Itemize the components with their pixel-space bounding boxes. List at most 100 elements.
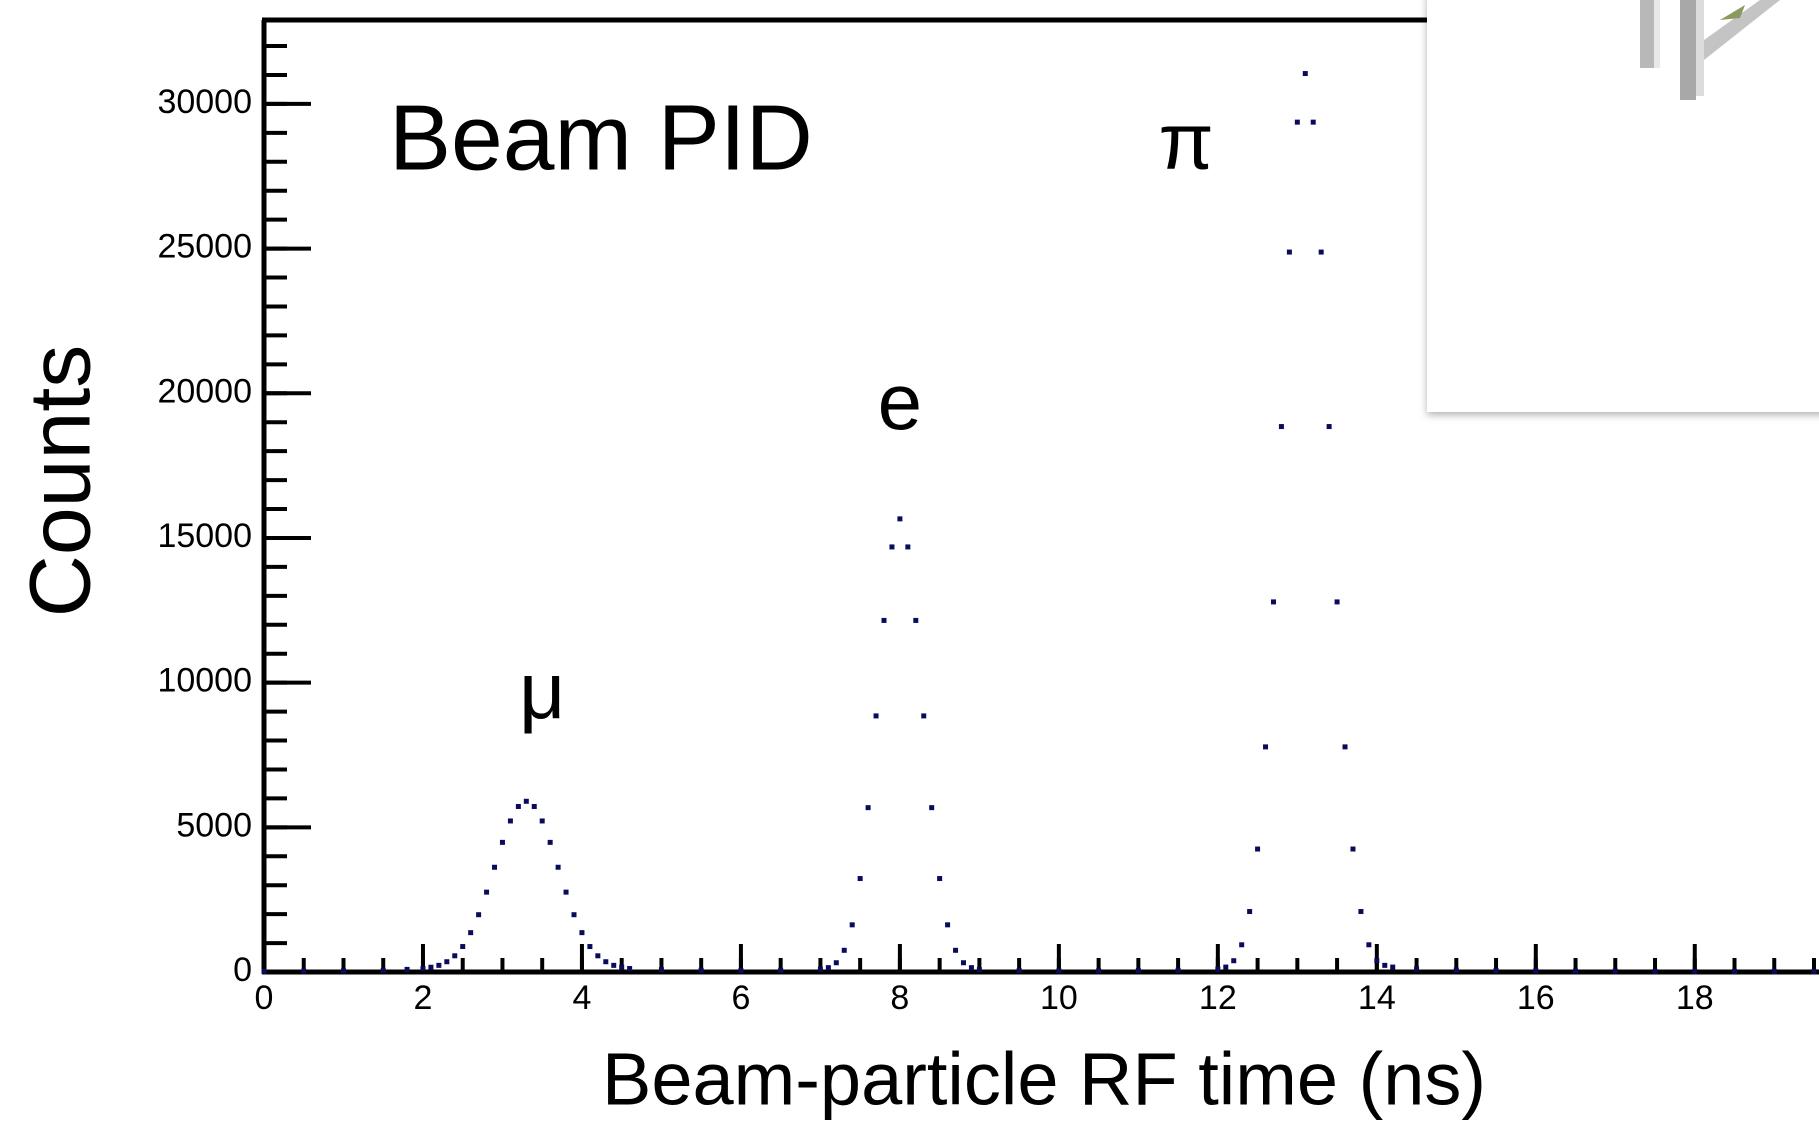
data-point	[523, 798, 529, 804]
data-point	[452, 953, 458, 959]
data-point	[1493, 968, 1499, 974]
inset-icon	[1640, 0, 1780, 100]
inset-panel	[1427, 0, 1819, 412]
data-point	[603, 959, 609, 965]
data-point	[873, 713, 879, 719]
data-point	[1533, 968, 1539, 974]
data-point	[468, 930, 474, 936]
data-point	[595, 953, 601, 959]
data-point	[1255, 846, 1261, 852]
data-point	[1302, 71, 1308, 77]
data-point	[658, 967, 664, 973]
x-tick-label: 12	[1199, 979, 1237, 1017]
data-point	[1270, 599, 1276, 605]
data-point	[1056, 968, 1062, 974]
data-point	[913, 617, 919, 623]
data-point	[1350, 846, 1356, 852]
data-point	[865, 805, 871, 811]
data-point	[1239, 942, 1245, 948]
data-point	[1223, 964, 1229, 970]
data-point	[611, 962, 617, 968]
data-point	[929, 805, 935, 811]
data-point	[404, 966, 410, 972]
data-point	[484, 889, 490, 895]
data-point	[905, 544, 911, 550]
data-point	[976, 967, 982, 973]
chart-title: Beam PID	[389, 86, 813, 190]
data-point	[1294, 119, 1300, 125]
peak-label: π	[1158, 96, 1213, 185]
data-point	[1652, 968, 1658, 974]
y-tick-label: 15000	[157, 517, 252, 555]
data-point	[1326, 424, 1332, 430]
data-point	[1692, 968, 1698, 974]
y-axis-label: Counts	[13, 345, 109, 618]
data-point	[1732, 968, 1738, 974]
data-point	[1382, 962, 1388, 968]
data-point	[849, 922, 855, 928]
data-point	[380, 967, 386, 973]
y-tick-label: 5000	[176, 806, 252, 844]
data-point	[841, 947, 847, 953]
data-point	[619, 964, 625, 970]
data-point	[960, 960, 966, 966]
data-point	[1215, 966, 1221, 972]
plot-area: 0 5000 10000 15000 20000 25000 30000 0 2 4 6 8 10 12 1…	[157, 17, 1819, 1017]
data-point	[492, 864, 498, 870]
data-point	[953, 947, 959, 953]
data-point	[817, 966, 823, 972]
data-point	[857, 876, 863, 882]
x-tick-label: 10	[1040, 979, 1078, 1017]
data-point	[531, 803, 537, 809]
data-point	[968, 965, 974, 971]
y-tick-label: 30000	[157, 83, 252, 121]
data-point	[1771, 968, 1777, 974]
data-point	[579, 930, 585, 936]
data-point	[698, 967, 704, 973]
data-point	[881, 617, 887, 623]
data-point	[539, 818, 545, 824]
data-point	[1358, 909, 1364, 915]
data-point	[1414, 966, 1420, 972]
x-tick-label: 14	[1358, 979, 1396, 1017]
data-point	[1016, 968, 1022, 974]
data-point	[921, 713, 927, 719]
data-point	[444, 959, 450, 965]
data-point	[738, 968, 744, 974]
data-point	[833, 960, 839, 966]
data-point	[1366, 942, 1372, 948]
data-point	[1811, 968, 1817, 974]
peak-label: e	[878, 357, 923, 446]
data-point	[1175, 967, 1181, 973]
data-point	[1247, 909, 1253, 915]
data-point	[420, 966, 426, 972]
x-tick-label: 18	[1676, 979, 1714, 1017]
data-point	[778, 967, 784, 973]
data-point	[301, 968, 307, 974]
x-tick-label: 6	[731, 979, 750, 1017]
data-point	[1374, 958, 1380, 964]
data-point	[436, 962, 442, 968]
data-point	[499, 839, 505, 845]
data-point	[1310, 119, 1316, 125]
x-axis-label: Beam-particle RF time (ns)	[602, 1038, 1486, 1121]
data-point	[1318, 249, 1324, 255]
data-point	[507, 818, 513, 824]
data-point	[563, 889, 569, 895]
data-point	[889, 544, 895, 550]
x-tick-label: 16	[1517, 979, 1555, 1017]
data-point	[1231, 958, 1237, 964]
data-point	[627, 966, 633, 972]
data-point	[937, 876, 943, 882]
x-tick-label: 2	[414, 979, 433, 1017]
data-point	[1286, 249, 1292, 255]
data-point	[1453, 967, 1459, 973]
data-point	[1263, 744, 1269, 750]
data-point	[1278, 424, 1284, 430]
x-tick-label: 0	[255, 979, 274, 1017]
y-tick-label: 25000	[157, 228, 252, 266]
data-point	[428, 964, 434, 970]
data-point	[1135, 968, 1141, 974]
data-point	[547, 839, 553, 845]
